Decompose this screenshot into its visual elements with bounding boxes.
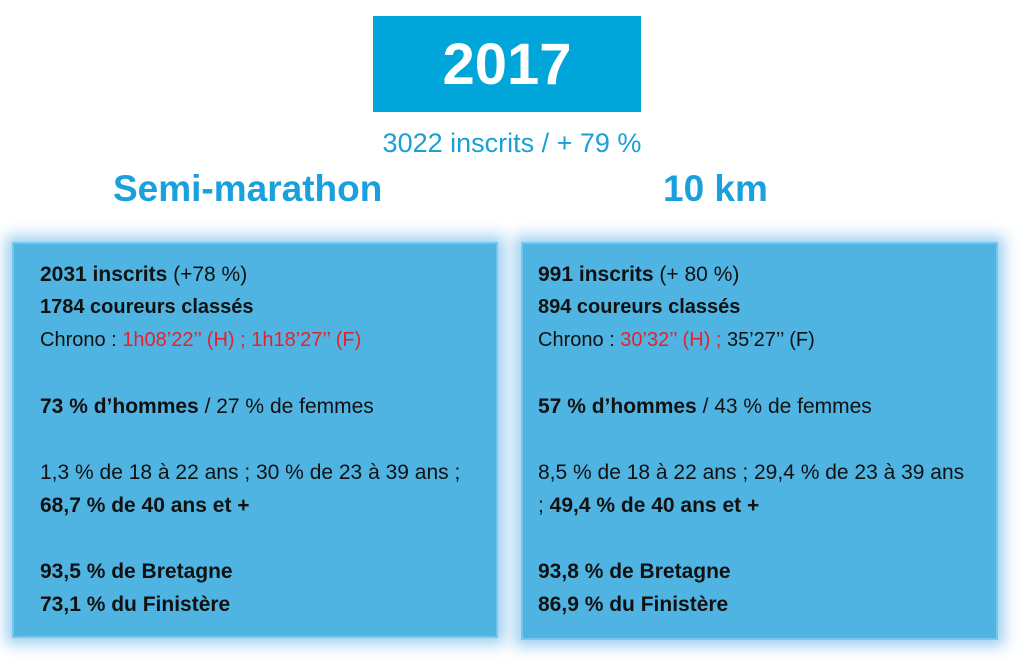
semi-marathon-card: 2031 inscrits (+78 %) 1784 coureurs clas… — [12, 242, 498, 638]
total-registrations: 3022 inscrits / + 79 % — [382, 128, 642, 158]
year-label: 2017 — [442, 31, 572, 97]
tenkm-finistere: 86,9 % du Finistère — [538, 593, 729, 616]
semi-classes: 1784 coureurs classés — [40, 296, 254, 318]
tenkm-chrono: Chrono : 30’32’’ (H) ; 35’27’’ (F) — [538, 329, 815, 351]
semi-chrono: Chrono : 1h08’22’’ (H) ; 1h18’27’’ (F) — [40, 329, 362, 351]
year-banner: 2017 — [373, 16, 641, 112]
tenkm-classes: 894 coureurs classés — [538, 296, 741, 318]
semi-ages: 1,3 % de 18 à 22 ans ; 30 % de 23 à 39 a… — [40, 461, 461, 517]
tenkm-gender: 57 % d’hommes / 43 % de femmes — [538, 395, 872, 418]
semi-inscrits: 2031 inscrits (+78 %) — [40, 263, 248, 286]
semi-marathon-heading: Semi-marathon — [113, 168, 383, 209]
semi-finistere: 73,1 % du Finistère — [40, 593, 231, 616]
semi-gender: 73 % d’hommes / 27 % de femmes — [40, 395, 374, 418]
semi-bretagne: 93,5 % de Bretagne — [40, 560, 233, 583]
ten-km-heading: 10 km — [663, 168, 768, 209]
tenkm-bretagne: 93,8 % de Bretagne — [538, 560, 731, 583]
tenkm-ages: 8,5 % de 18 à 22 ans ; 29,4 % de 23 à 39… — [538, 461, 965, 517]
tenkm-inscrits: 991 inscrits (+ 80 %) — [538, 263, 740, 286]
ten-km-card: 991 inscrits (+ 80 %) 894 coureurs class… — [521, 242, 998, 640]
